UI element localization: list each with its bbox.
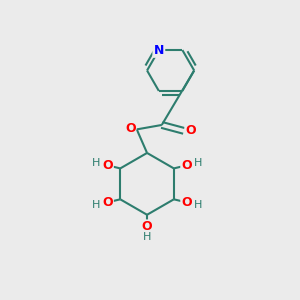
- Text: O: O: [181, 196, 191, 209]
- Text: O: O: [125, 122, 136, 135]
- Text: H: H: [92, 158, 100, 168]
- Text: O: O: [103, 159, 113, 172]
- Text: H: H: [143, 232, 151, 242]
- Text: O: O: [181, 159, 191, 172]
- Text: H: H: [194, 200, 202, 210]
- Text: O: O: [185, 124, 196, 137]
- Text: H: H: [92, 200, 100, 210]
- Text: O: O: [142, 220, 152, 233]
- Text: H: H: [194, 158, 202, 168]
- Text: N: N: [154, 44, 164, 57]
- Text: O: O: [103, 196, 113, 209]
